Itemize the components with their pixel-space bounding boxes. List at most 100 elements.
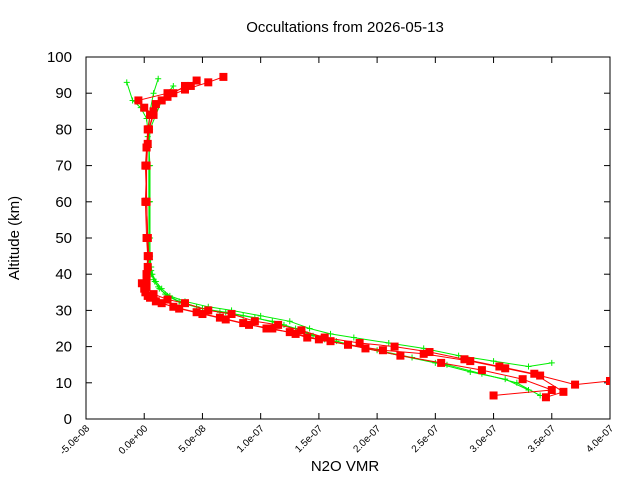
data-point xyxy=(163,89,172,98)
data-point xyxy=(143,234,152,242)
data-point xyxy=(245,320,254,329)
y-tick-label: 30 xyxy=(55,302,72,319)
x-tick-label: 2.5e-07 xyxy=(410,423,442,455)
y-tick-label: 0 xyxy=(64,411,72,428)
data-point xyxy=(141,288,150,297)
data-point xyxy=(142,197,151,206)
profile-line xyxy=(148,85,529,391)
x-tick-label: -5.0e-08 xyxy=(58,423,92,457)
x-axis-label: N2O VMR xyxy=(311,458,380,475)
data-point xyxy=(419,349,428,358)
data-point xyxy=(559,387,568,396)
data-point xyxy=(518,375,527,384)
data-point xyxy=(489,391,498,400)
x-tick-label: 3.5e-07 xyxy=(526,423,558,455)
data-point xyxy=(547,386,556,395)
data-point xyxy=(192,76,201,85)
data-point xyxy=(571,380,580,389)
data-point xyxy=(257,312,264,319)
data-point xyxy=(548,359,555,366)
data-point xyxy=(606,376,610,385)
data-point xyxy=(361,344,370,353)
data-point xyxy=(320,333,329,342)
y-tick-label: 40 xyxy=(55,266,72,283)
data-point xyxy=(142,277,151,286)
data-point xyxy=(297,326,306,335)
y-axis-label: Altitude (km) xyxy=(6,196,23,280)
data-point xyxy=(155,283,162,290)
plot-area xyxy=(123,72,610,402)
data-point xyxy=(155,75,162,82)
data-point xyxy=(437,358,446,367)
data-point xyxy=(355,338,364,347)
data-point xyxy=(314,335,323,344)
data-point xyxy=(157,299,166,308)
y-tick-label: 20 xyxy=(55,339,72,356)
y-tick-label: 80 xyxy=(55,121,72,138)
data-point xyxy=(466,357,475,366)
data-point xyxy=(390,342,399,351)
data-point xyxy=(180,299,189,308)
data-point xyxy=(150,90,157,97)
data-point xyxy=(495,362,504,371)
data-point xyxy=(274,320,283,329)
data-point xyxy=(541,393,550,402)
data-point xyxy=(142,282,151,291)
chart-title: Occultations from 2026-05-13 xyxy=(246,19,444,36)
data-point xyxy=(291,329,300,338)
data-point xyxy=(536,371,545,380)
series-2 xyxy=(134,72,610,402)
x-tick-label: 4.0e-07 xyxy=(584,423,616,455)
profile-line xyxy=(148,78,552,368)
data-point xyxy=(149,290,158,299)
data-point xyxy=(396,351,405,360)
data-point xyxy=(502,376,509,383)
data-point xyxy=(175,304,184,313)
data-point xyxy=(221,315,230,324)
x-tick-label: 1.5e-07 xyxy=(293,423,325,455)
data-point xyxy=(303,333,312,342)
data-point xyxy=(378,346,387,355)
data-point xyxy=(227,310,236,319)
data-point xyxy=(137,279,146,288)
data-point xyxy=(180,81,189,90)
data-point xyxy=(286,318,293,325)
data-point xyxy=(134,96,143,105)
data-point xyxy=(186,81,195,90)
y-tick-label: 10 xyxy=(55,375,72,392)
profile-line xyxy=(126,82,541,396)
data-point xyxy=(501,364,510,373)
x-tick-label: 0.0e+00 xyxy=(117,423,151,457)
data-point xyxy=(142,143,151,152)
x-tick-label: 2.0e-07 xyxy=(351,423,383,455)
data-point xyxy=(268,324,277,333)
y-tick-label: 90 xyxy=(55,85,72,102)
y-tick-label: 70 xyxy=(55,158,72,175)
data-point xyxy=(151,297,160,306)
data-point xyxy=(204,78,213,87)
data-point xyxy=(169,89,178,98)
x-tick-label: 1.0e-07 xyxy=(235,423,267,455)
data-point xyxy=(163,295,172,304)
data-point xyxy=(149,110,158,119)
data-point xyxy=(157,96,166,105)
data-point xyxy=(262,324,271,333)
data-point xyxy=(123,79,130,86)
y-tick-label: 60 xyxy=(55,194,72,211)
data-point xyxy=(198,310,207,319)
x-tick-label: 3.0e-07 xyxy=(468,423,500,455)
data-point xyxy=(460,355,469,364)
data-point xyxy=(140,103,149,112)
data-point xyxy=(150,276,157,283)
data-point xyxy=(219,72,228,81)
y-tick-label: 100 xyxy=(47,49,72,66)
data-point xyxy=(490,358,497,365)
data-point xyxy=(425,348,434,357)
data-point xyxy=(144,125,153,134)
plot-frame xyxy=(85,56,611,420)
profile-line xyxy=(144,80,610,386)
data-point xyxy=(144,252,153,261)
series-1 xyxy=(123,75,555,399)
data-point xyxy=(525,363,532,370)
